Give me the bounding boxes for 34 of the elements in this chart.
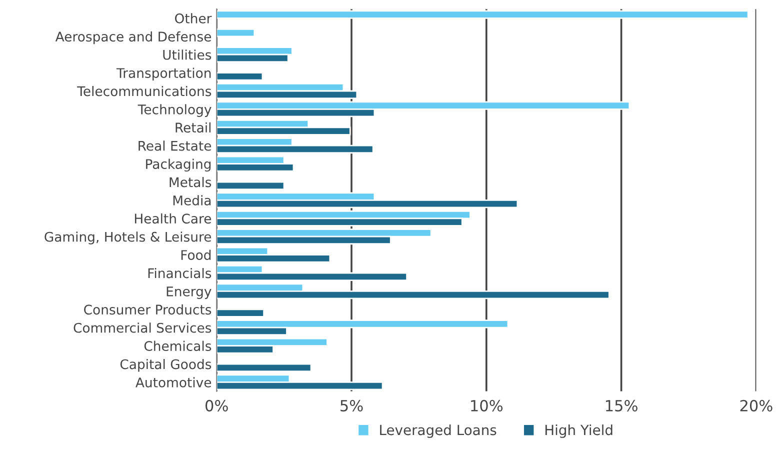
- x-tick-label: 10%: [471, 400, 503, 412]
- legend-label: High Yield: [545, 424, 612, 438]
- x-tick-label: 15%: [606, 400, 638, 412]
- x-tick-label: 5%: [340, 400, 363, 412]
- y-tick-label: Utilities: [163, 50, 212, 60]
- y-tick-label: Commercial Services: [74, 322, 212, 333]
- y-tick-label: Transportation: [116, 68, 211, 81]
- y-tick-label: Metals: [170, 176, 212, 188]
- bar: [216, 28, 256, 38]
- y-tick-label: Food: [181, 250, 211, 260]
- y-tick-label: Automotive: [136, 377, 212, 388]
- y-tick-label: Real Estate: [138, 140, 212, 151]
- y-tick-label: Packaging: [146, 158, 211, 172]
- y-tick-label: Health Care: [134, 213, 212, 224]
- y-tick-label: Media: [173, 195, 211, 206]
- bar: [216, 308, 265, 318]
- x-tick-label: 0%: [206, 400, 228, 412]
- bar: [216, 10, 749, 19]
- y-tick-label: Consumer Products: [84, 304, 212, 315]
- y-tick-label: Financials: [148, 268, 212, 278]
- bar: [216, 72, 264, 81]
- y-tick-label: Technology: [138, 104, 212, 117]
- y-tick-label: Telecommunications: [77, 86, 212, 96]
- legend-label: Leveraged Loans: [380, 424, 496, 438]
- y-tick-label: Retail: [176, 122, 211, 133]
- bar: [216, 181, 285, 190]
- x-tick-label: 20%: [740, 400, 772, 412]
- y-tick-label: Gaming, Hotels & Leisure: [44, 232, 212, 244]
- y-tick-label: Capital Goods: [120, 358, 212, 372]
- y-tick-label: Chemicals: [144, 340, 212, 351]
- y-tick-label: Other: [175, 13, 212, 24]
- y-tick-label: Energy: [166, 286, 212, 299]
- bar: [216, 363, 312, 372]
- y-tick-label: Aerospace and Defense: [55, 31, 212, 44]
